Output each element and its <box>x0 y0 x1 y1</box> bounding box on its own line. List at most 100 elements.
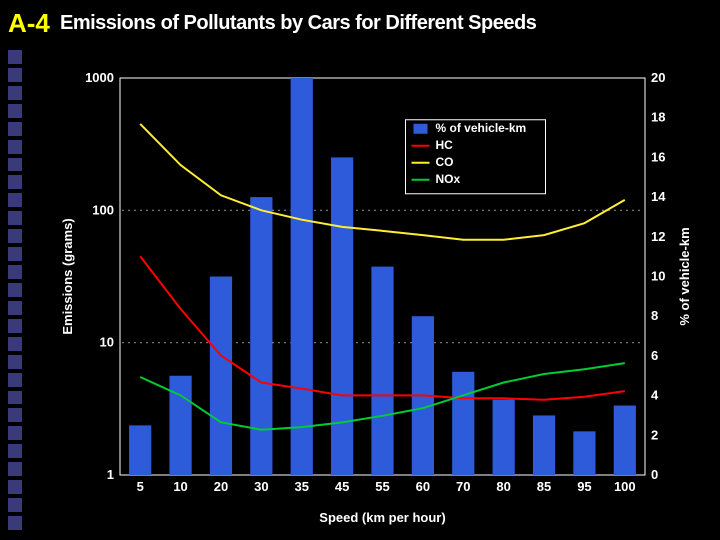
grid-dot <box>566 342 567 343</box>
grid-dot <box>158 342 159 343</box>
spine-square <box>8 229 22 243</box>
grid-dot <box>530 342 531 343</box>
grid-dot <box>242 210 243 211</box>
grid-dot <box>518 210 519 211</box>
x-tick: 85 <box>537 479 551 494</box>
grid-dot <box>368 342 369 343</box>
yr-tick: 12 <box>651 229 665 244</box>
grid-dot <box>200 210 201 211</box>
grid-dot <box>446 210 447 211</box>
grid-dot <box>326 210 327 211</box>
x-tick: 55 <box>375 479 389 494</box>
grid-dot <box>314 210 315 211</box>
grid-dot <box>512 210 513 211</box>
grid-dot <box>248 210 249 211</box>
grid-dot <box>578 342 579 343</box>
spine-square <box>8 498 22 512</box>
grid-dot <box>128 342 129 343</box>
grid-dot <box>242 342 243 343</box>
grid-dot <box>326 342 327 343</box>
grid-dot <box>140 210 141 211</box>
grid-dot <box>320 342 321 343</box>
grid-dot <box>362 210 363 211</box>
bar <box>210 277 232 476</box>
grid-dot <box>614 210 615 211</box>
yl-tick: 10 <box>100 335 114 350</box>
grid-dot <box>632 342 633 343</box>
bar <box>614 406 636 475</box>
grid-dot <box>164 342 165 343</box>
yr-tick: 18 <box>651 110 665 125</box>
yr-tick: 14 <box>651 189 666 204</box>
spine-square <box>8 50 22 64</box>
grid-dot <box>440 342 441 343</box>
legend-label: HC <box>436 138 454 152</box>
yr-tick: 20 <box>651 70 665 85</box>
bar <box>169 376 191 475</box>
grid-dot <box>488 342 489 343</box>
grid-dot <box>206 210 207 211</box>
grid-dot <box>170 210 171 211</box>
grid-dot <box>614 342 615 343</box>
grid-dot <box>620 342 621 343</box>
bar <box>533 415 555 475</box>
grid-dot <box>470 342 471 343</box>
grid-dot <box>128 210 129 211</box>
grid-dot <box>356 342 357 343</box>
grid-dot <box>452 342 453 343</box>
legend-swatch <box>414 124 428 134</box>
grid-dot <box>392 210 393 211</box>
grid-dot <box>248 342 249 343</box>
grid-dot <box>398 342 399 343</box>
grid-dot <box>572 342 573 343</box>
grid-dot <box>620 210 621 211</box>
grid-dot <box>512 342 513 343</box>
slide-tag: A-4 <box>8 8 50 39</box>
grid-dot <box>230 210 231 211</box>
grid-dot <box>506 210 507 211</box>
grid-dot <box>380 210 381 211</box>
grid-dot <box>236 210 237 211</box>
grid-dot <box>548 342 549 343</box>
grid-dot <box>422 210 423 211</box>
grid-dot <box>602 210 603 211</box>
grid-dot <box>536 210 537 211</box>
grid-dot <box>164 210 165 211</box>
yr-tick: 6 <box>651 348 658 363</box>
spine-square <box>8 86 22 100</box>
grid-dot <box>518 342 519 343</box>
grid-dot <box>152 342 153 343</box>
grid-dot <box>578 210 579 211</box>
grid-dot <box>524 342 525 343</box>
grid-dot <box>596 210 597 211</box>
spine-square <box>8 301 22 315</box>
grid-dot <box>440 210 441 211</box>
grid-dot <box>272 210 273 211</box>
grid-dot <box>476 342 477 343</box>
spine-square <box>8 480 22 494</box>
bar <box>250 197 272 475</box>
spine-square <box>8 426 22 440</box>
spine-square <box>8 122 22 136</box>
spine-square <box>8 193 22 207</box>
grid-dot <box>218 210 219 211</box>
grid-dot <box>482 342 483 343</box>
x-tick: 100 <box>614 479 636 494</box>
grid-dot <box>566 210 567 211</box>
yr-tick: 8 <box>651 308 658 323</box>
grid-dot <box>188 210 189 211</box>
spine-square <box>8 175 22 189</box>
grid-dot <box>584 342 585 343</box>
grid-dot <box>554 342 555 343</box>
grid-dot <box>404 342 405 343</box>
grid-dot <box>626 210 627 211</box>
x-tick: 70 <box>456 479 470 494</box>
yr-tick: 10 <box>651 269 665 284</box>
legend-label: NOx <box>436 172 461 186</box>
bar <box>371 267 393 475</box>
grid-dot <box>602 342 603 343</box>
grid-dot <box>458 342 459 343</box>
bar <box>573 431 595 475</box>
yr-tick: 4 <box>651 388 659 403</box>
bar <box>331 157 353 475</box>
